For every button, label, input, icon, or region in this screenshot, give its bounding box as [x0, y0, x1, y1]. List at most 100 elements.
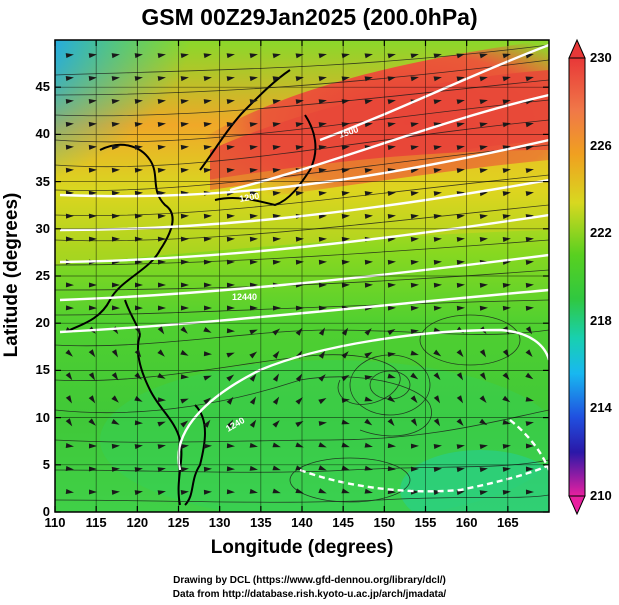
wind-arrow [318, 465, 327, 471]
x-tick-label: 160 [455, 515, 478, 530]
wind-arrow [318, 122, 327, 128]
wind-arrow [157, 236, 166, 242]
contour-label: 12440 [232, 292, 257, 302]
wind-arrow [249, 396, 257, 405]
wind-arrow [249, 236, 258, 242]
wind-arrow [111, 489, 120, 495]
wind-arrow [525, 53, 534, 59]
wind-arrow [203, 144, 212, 150]
wind-arrow [180, 467, 189, 473]
y-axis-label: Latitude (degrees) [1, 192, 22, 358]
wind-arrow [410, 329, 419, 335]
wind-arrow [387, 395, 396, 403]
wind-arrow [502, 305, 511, 311]
wind-arrow [295, 236, 304, 242]
wind-arrow [433, 372, 441, 381]
wind-arrow [272, 465, 281, 471]
wind-arrow [341, 488, 350, 494]
wind-arrow [134, 144, 143, 150]
wind-arrow [433, 53, 442, 59]
wind-arrow [433, 395, 441, 404]
wind-arrow [525, 489, 534, 495]
wind-arrow [318, 421, 327, 427]
wind-arrow [157, 167, 166, 173]
x-tick-label: 145 [332, 515, 354, 530]
wind-arrow [410, 213, 419, 219]
wind-arrow [456, 467, 465, 473]
wind-arrow [180, 374, 189, 380]
wind-arrow [410, 168, 419, 174]
wind-arrow [88, 144, 97, 150]
colorbar-tick-label: 214 [590, 400, 612, 416]
y-tick-label: 0 [42, 504, 50, 519]
wind-arrow [180, 282, 189, 288]
wind-arrow [203, 76, 212, 82]
wind-arrow [249, 145, 258, 150]
wind-arrow [456, 53, 465, 59]
wind-arrow [364, 76, 373, 82]
wind-arrow [272, 167, 281, 173]
wind-arrow [203, 489, 212, 495]
wind-arrow [318, 76, 327, 82]
credit-dcl: Drawing by DCL (https://www.gfd-dennou.o… [173, 575, 446, 586]
wind-arrow [157, 144, 166, 150]
wind-arrow [364, 418, 373, 426]
colorbar-tick-label: 218 [590, 312, 612, 328]
wind-arrow [65, 167, 74, 173]
wind-arrow [410, 191, 419, 197]
x-tick-label: 135 [249, 515, 272, 530]
wind-arrow [88, 305, 97, 311]
wind-arrow [502, 76, 511, 82]
wind-arrow [134, 76, 143, 82]
wind-arrow [410, 76, 419, 82]
wind-arrow [295, 421, 304, 428]
wind-arrow [295, 373, 303, 382]
y-tick-label: 15 [35, 362, 50, 378]
wind-arrow [272, 213, 281, 219]
wind-arrow [111, 190, 120, 196]
x-tick-label: 150 [373, 515, 396, 530]
wind-arrow [410, 122, 419, 128]
wind-arrow [341, 282, 350, 288]
wind-arrow [203, 375, 212, 381]
wind-arrow [341, 236, 350, 242]
y-tick-label: 10 [35, 409, 50, 425]
wind-arrow [226, 396, 234, 405]
wind-arrow [134, 396, 143, 402]
wind-arrow [364, 375, 373, 381]
wind-arrow [203, 99, 212, 105]
wind-arrow [433, 349, 442, 357]
y-tick-label: 40 [35, 126, 50, 142]
wind-arrow [364, 213, 373, 219]
wind-arrow [65, 213, 74, 219]
wind-arrow [226, 144, 235, 150]
wind-arrow [88, 213, 97, 219]
wind-arrow [433, 327, 442, 333]
wind-arrow [134, 121, 143, 127]
wind-arrow [502, 99, 511, 105]
wind-arrow [525, 372, 534, 380]
wind-arrow [65, 76, 74, 81]
wind-arrow [456, 395, 464, 404]
x-tick-label: 165 [496, 515, 519, 530]
colorbar-tick-label: 230 [590, 50, 612, 65]
wind-arrow [410, 236, 419, 242]
y-tick-label: 35 [35, 173, 50, 189]
wind-arrow [410, 466, 419, 472]
wind-arrow [111, 419, 120, 425]
wind-arrow [525, 396, 534, 402]
colorbar-tick-label: 222 [590, 225, 612, 241]
wind-arrow [157, 326, 165, 335]
wind-arrow [249, 213, 258, 219]
wind-arrow [157, 490, 166, 496]
wind-arrow [249, 442, 258, 448]
wind-arrow [433, 282, 442, 288]
wind-arrow [249, 305, 258, 311]
wind-arrow [134, 99, 143, 104]
wind-arrow [226, 443, 235, 449]
wind-arrow [318, 168, 327, 173]
wind-arrow [502, 191, 511, 197]
wind-arrow [226, 305, 235, 311]
wind-arrow [318, 190, 327, 196]
